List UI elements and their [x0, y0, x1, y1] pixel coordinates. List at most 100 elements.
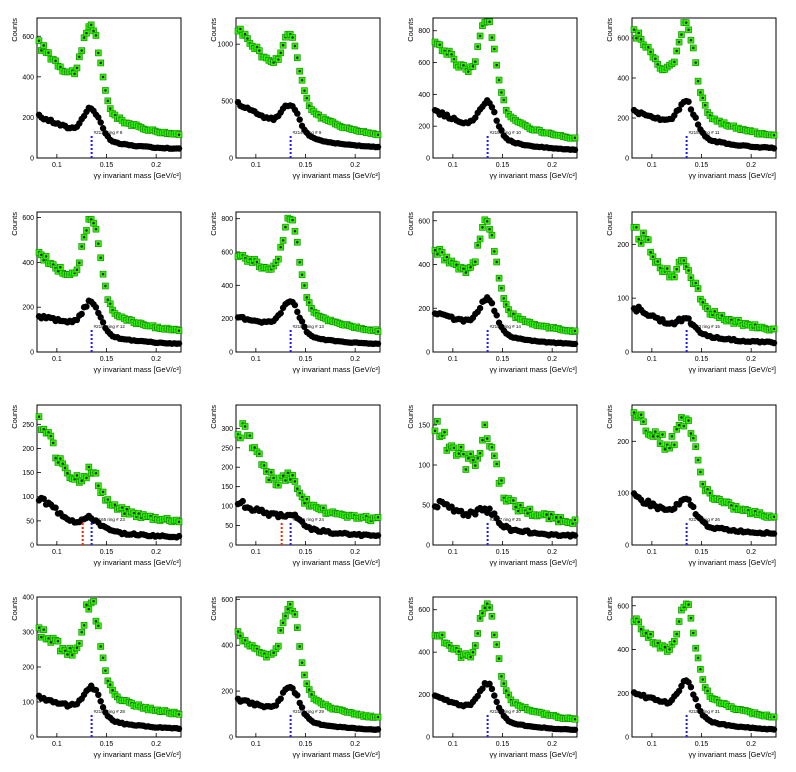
lower-point: [685, 496, 692, 503]
upper-point-center: [656, 260, 659, 263]
lower-point: [474, 692, 481, 700]
x-axis-title: γγ invariant mass [GeV/c²]: [688, 558, 776, 567]
x-tick-label: 0.2: [746, 356, 756, 363]
upper-point-center: [668, 648, 671, 651]
upper-point-center: [281, 621, 285, 625]
plot-frame: [36, 404, 182, 546]
x-tick-label: 0.15: [695, 549, 709, 556]
upper-point-center: [73, 72, 76, 76]
y-tick-label: 600: [418, 60, 430, 67]
upper-point-center: [37, 39, 41, 42]
x-tick-label: 0.15: [100, 741, 114, 748]
y-axis-title: Counts: [605, 405, 614, 429]
y-tick-label: 400: [418, 92, 430, 99]
upper-point-center: [177, 133, 181, 136]
upper-point-center: [272, 476, 275, 480]
upper-point-center: [99, 645, 102, 648]
y-tick-label: 100: [22, 494, 34, 501]
upper-point-center: [639, 413, 643, 416]
lower-point: [770, 145, 778, 152]
panel-annotation: #2145 ring # 9: [293, 130, 322, 135]
x-tick-label: 0.2: [350, 162, 360, 169]
y-axis-title: Counts: [10, 405, 19, 429]
upper-point-center: [436, 253, 439, 256]
upper-point-center: [504, 109, 508, 112]
upper-point-center: [632, 28, 636, 31]
plot-frame: [36, 211, 182, 353]
upper-point-center: [438, 43, 441, 47]
x-tick-label: 0.1: [448, 549, 458, 556]
upper-point-center: [68, 646, 72, 650]
lower-point: [92, 304, 100, 311]
y-tick-label: 200: [22, 446, 34, 453]
x-tick-label: 0.15: [496, 549, 510, 556]
histogram-panel: 0 200 400 600 800 0.1 0.15 0.2 γγ invariant mass…: [209, 211, 382, 374]
upper-point-center: [635, 36, 638, 40]
upper-point-center: [689, 432, 693, 435]
panel-annotation: #2165 ring # 23: [94, 517, 126, 522]
upper-point-center: [483, 423, 487, 427]
lower-point: [83, 303, 90, 310]
upper-point-center: [481, 226, 484, 229]
y-axis-title: Counts: [406, 18, 415, 42]
upper-point-center: [490, 446, 494, 449]
lower-point: [97, 314, 104, 321]
upper-point-center: [262, 464, 266, 467]
lower-point: [675, 687, 683, 695]
x-tick-label: 0.1: [251, 741, 261, 748]
plot-frame: [432, 211, 578, 353]
plot-frame: [235, 211, 381, 353]
upper-point-center: [288, 478, 292, 481]
upper-point-center: [478, 617, 482, 620]
y-axis-title: Counts: [406, 212, 415, 236]
upper-point-center: [488, 606, 491, 609]
y-tick-label: 0: [426, 543, 430, 550]
y-tick-label: 200: [418, 306, 430, 313]
upper-point-center: [82, 624, 86, 627]
x-tick-label: 0.15: [695, 162, 709, 169]
upper-point-center: [495, 260, 498, 264]
upper-point-center: [694, 281, 697, 285]
upper-point-center: [550, 513, 553, 516]
upper-point-center: [689, 616, 693, 620]
x-tick-label: 0.1: [52, 162, 62, 169]
upper-point-center: [80, 479, 83, 483]
y-tick-label: 0: [625, 350, 629, 357]
upper-point-center: [137, 512, 140, 515]
upper-point-center: [696, 287, 700, 290]
lower-point: [571, 726, 579, 733]
y-tick-label: 400: [221, 283, 233, 290]
upper-point-center: [277, 644, 280, 648]
lower-point: [694, 121, 702, 128]
lower-point: [97, 697, 104, 705]
upper-point-center: [696, 656, 700, 660]
upper-point-center: [495, 643, 498, 646]
upper-point-center: [514, 505, 517, 509]
upper-point-center: [376, 133, 380, 137]
upper-point-center: [255, 260, 259, 264]
y-tick-label: 0: [30, 735, 34, 742]
plot-frame: [631, 404, 777, 546]
histogram-panel: 0 200 400 600 0.1 0.15 0.2 γγ invariant mass [G…: [605, 17, 778, 180]
y-tick-label: 0: [229, 735, 233, 742]
upper-point-center: [75, 268, 79, 272]
x-axis-title: γγ invariant mass [GeV/c²]: [489, 171, 577, 180]
upper-point-center: [701, 678, 705, 681]
upper-point-center: [687, 419, 690, 422]
y-tick-label: 200: [617, 691, 629, 698]
upper-point-center: [488, 228, 491, 231]
upper-point-center: [307, 688, 311, 691]
upper-point-center: [502, 98, 506, 102]
upper-point-center: [649, 50, 652, 54]
histogram-panel: 0 50 100 150 200 250 300 0.1 0.15 0.2 γγ invariant…: [209, 404, 382, 567]
upper-point-center: [545, 513, 548, 516]
panel-annotation: #2187 ring # 31: [689, 709, 721, 714]
upper-point-center: [236, 630, 240, 633]
upper-point-center: [637, 237, 640, 241]
lower-point: [645, 497, 652, 504]
y-tick-label: 600: [22, 215, 34, 222]
upper-point-center: [680, 416, 683, 419]
upper-point-center: [675, 428, 678, 431]
upper-point-center: [642, 420, 645, 423]
upper-point-center: [101, 272, 105, 276]
